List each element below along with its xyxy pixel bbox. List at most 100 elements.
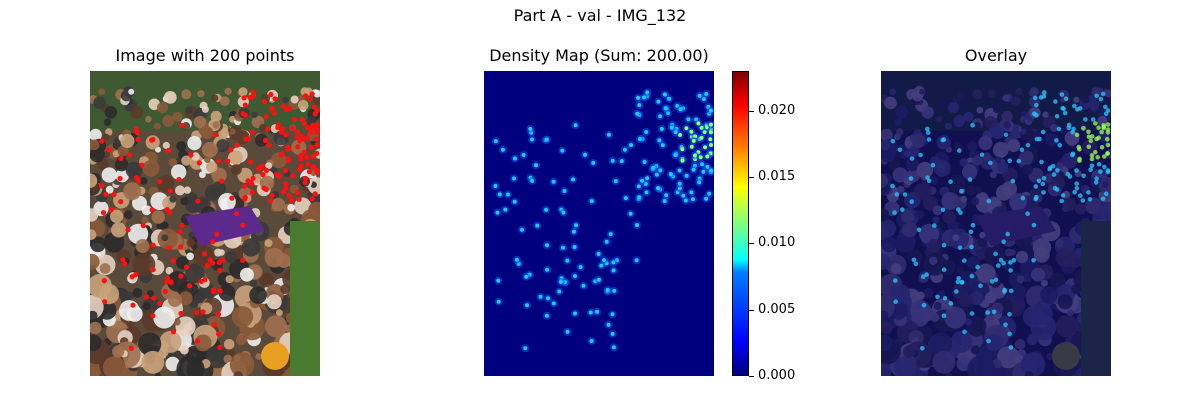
density-point <box>658 114 663 119</box>
density-point <box>551 179 556 184</box>
density-point <box>683 198 688 203</box>
overlay-point <box>959 188 964 194</box>
density-point <box>678 107 683 112</box>
annotation-point <box>151 295 157 301</box>
annotation-point <box>212 132 218 138</box>
annotation-point <box>295 144 301 150</box>
annotation-point <box>202 277 208 283</box>
annotation-point <box>106 147 112 153</box>
density-point <box>544 137 549 142</box>
annotation-point <box>195 338 201 344</box>
annotation-point <box>234 211 240 217</box>
annotation-point <box>170 258 176 264</box>
colorbar-tick-label: 0.015 <box>758 169 796 185</box>
density-point <box>497 192 502 197</box>
annotation-point <box>184 264 190 270</box>
annotation-point <box>166 245 172 251</box>
annotation-point <box>314 142 320 148</box>
density-point <box>500 147 505 152</box>
density-point <box>656 186 660 191</box>
density-point <box>513 156 517 161</box>
annotation-point <box>263 167 269 173</box>
overlay-point <box>1003 132 1009 138</box>
density-point <box>680 158 685 163</box>
overlay-point <box>1059 198 1064 204</box>
density-point <box>538 294 543 299</box>
density-point <box>708 137 713 142</box>
annotation-point <box>99 138 105 144</box>
annotation-point <box>274 171 280 177</box>
overlay-point <box>1089 134 1095 139</box>
density-point <box>634 258 639 263</box>
annotation-point <box>216 158 222 164</box>
annotation-point <box>129 274 135 280</box>
density-point <box>528 126 533 131</box>
annotation-point <box>98 183 105 189</box>
overlay-point <box>1089 163 1095 169</box>
overlay-point <box>1041 190 1046 195</box>
density-point <box>662 199 667 203</box>
annotation-point <box>303 93 309 99</box>
density-point <box>611 345 616 350</box>
annotation-point <box>249 181 255 187</box>
density-point <box>610 312 615 317</box>
annotation-point <box>309 196 315 202</box>
overlay-point <box>1090 117 1096 122</box>
annotation-point <box>283 132 289 138</box>
colorbar-tick <box>749 110 754 112</box>
overlay-point <box>1007 158 1012 163</box>
overlay-point <box>1008 288 1014 294</box>
overlay-point <box>1089 153 1095 158</box>
annotation-point <box>216 259 222 265</box>
density-point <box>704 196 709 201</box>
annotation-point <box>150 136 156 143</box>
figure-title: Part A - val - IMG_132 <box>513 6 687 25</box>
overlay-point <box>1086 129 1091 135</box>
overlay-point <box>1048 165 1053 170</box>
overlay-point <box>986 198 992 204</box>
density-point <box>619 159 624 164</box>
density-point <box>589 199 594 204</box>
density-point <box>602 258 606 263</box>
annotation-point <box>167 188 174 194</box>
density-point <box>673 130 678 135</box>
density-point <box>561 210 566 215</box>
annotation-point <box>280 103 286 109</box>
annotation-point <box>204 263 210 269</box>
annotation-point <box>118 155 124 162</box>
density-point <box>610 331 615 336</box>
density-point <box>677 181 682 186</box>
overlay-point <box>1080 198 1086 203</box>
annotation-point <box>178 244 184 250</box>
density-point <box>677 168 682 173</box>
overlay-point <box>1008 345 1014 350</box>
overlay-point <box>991 309 997 315</box>
overlay-point <box>1005 231 1010 237</box>
annotation-point <box>249 129 255 135</box>
overlay-point <box>1054 114 1060 119</box>
annotation-point <box>301 149 307 155</box>
density-point <box>691 197 695 202</box>
annotation-point <box>281 189 287 195</box>
annotation-point <box>242 102 248 108</box>
annotation-point <box>260 172 266 178</box>
overlay-point <box>986 338 991 344</box>
density-point <box>699 135 704 140</box>
overlay-point <box>1096 161 1102 167</box>
colorbar <box>732 71 749 376</box>
density-point <box>645 90 650 95</box>
colorbar-tick-label: 0.020 <box>758 102 796 118</box>
overlay-point <box>970 123 975 128</box>
density-point <box>693 153 697 158</box>
overlay-point <box>911 257 917 263</box>
annotation-point <box>314 167 320 173</box>
annotation-point <box>240 222 246 228</box>
overlay-point <box>1101 124 1107 130</box>
annotation-point <box>128 345 134 351</box>
annotation-point <box>308 129 314 135</box>
density-point <box>534 163 538 168</box>
annotation-point <box>305 135 311 141</box>
density-point <box>628 211 633 216</box>
density-point <box>637 103 642 108</box>
purple-banner <box>185 206 265 246</box>
